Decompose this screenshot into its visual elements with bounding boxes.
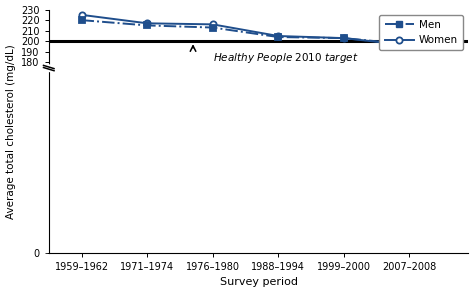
Text: $\it{Healthy\ People\ 2010\ target}$: $\it{Healthy\ People\ 2010\ target}$ — [213, 51, 358, 65]
Y-axis label: Average total cholesterol (mg/dL): Average total cholesterol (mg/dL) — [6, 44, 16, 219]
Legend: Men, Women: Men, Women — [379, 15, 463, 50]
X-axis label: Survey period: Survey period — [219, 277, 298, 287]
Bar — [42, 69, 47, 252]
